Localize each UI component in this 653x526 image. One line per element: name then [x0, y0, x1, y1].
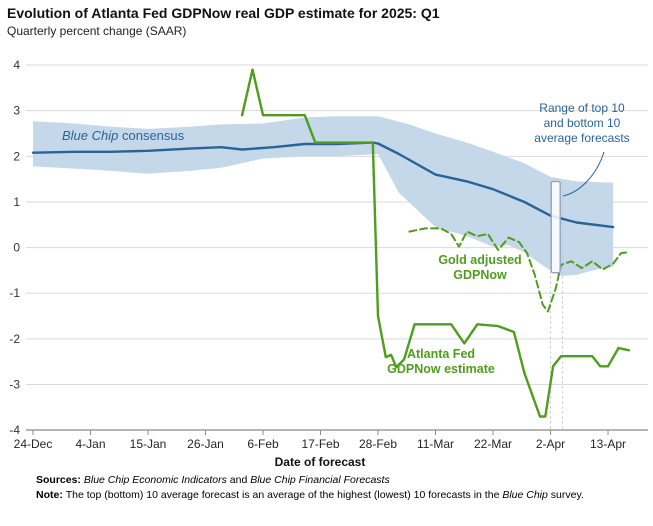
text-fragment: Sources: — [36, 474, 84, 486]
y-tick-label: -4 — [9, 423, 20, 437]
text-fragment: Blue Chip — [502, 488, 548, 501]
x-tick-label: 22-Mar — [474, 437, 512, 451]
range-leader-line — [562, 151, 605, 197]
x-tick-label: 28-Feb — [359, 437, 397, 451]
text-fragment: survey. — [547, 488, 584, 501]
annotation-gold-adjusted-gdpnow: Gold adjusted GDPNow — [438, 253, 522, 282]
x-tick-label: 4-Jan — [75, 437, 105, 451]
footnotes: Sources: Blue Chip Economic Indicators a… — [36, 474, 614, 503]
x-tick-label: 11-Mar — [417, 437, 454, 451]
x-tick-label: 2-Apr — [536, 437, 565, 451]
text-fragment: The top (bottom) 10 average forecast is … — [65, 488, 503, 501]
y-tick-label: -3 — [9, 378, 20, 392]
y-tick-label: -2 — [9, 332, 20, 346]
y-tick-label: -1 — [9, 286, 20, 300]
x-axis-title: Date of forecast — [274, 455, 366, 469]
series-gold-adjusted-gdpnow — [408, 227, 630, 313]
note-line: Note: The top (bottom) 10 average foreca… — [36, 489, 614, 503]
x-tick-label: 24-Dec — [14, 437, 53, 451]
x-tick-label: 15-Jan — [130, 437, 167, 451]
sources-line: Sources: Blue Chip Economic Indicators a… — [36, 474, 614, 488]
annotation-range-top-bottom: Range of top 10 and bottom 10 average fo… — [534, 101, 630, 145]
range-bracket — [550, 180, 561, 274]
y-tick-label: 0 — [13, 241, 20, 255]
annotation-blue-chip-consensus: Blue Chip consensus — [62, 128, 184, 143]
x-tick-label: 17-Feb — [301, 437, 339, 451]
annotation-atlanta-fed-gdpnow: Atlanta Fed GDPNow estimate — [387, 347, 495, 376]
x-tick-label: 26-Jan — [187, 437, 224, 451]
text-fragment: consensus — [118, 128, 185, 143]
text-fragment: Note: — [36, 488, 66, 501]
text-fragment: Blue Chip Economic Indicators — [83, 474, 227, 486]
chart-subtitle: Quarterly percent change (SAAR) — [7, 24, 187, 38]
text-fragment: Blue Chip Financial Forecasts — [250, 474, 390, 486]
y-tick-label: 1 — [13, 195, 20, 209]
chart-title: Evolution of Atlanta Fed GDPNow real GDP… — [7, 5, 440, 21]
text-fragment: and — [226, 474, 251, 486]
y-tick-label: 4 — [13, 58, 20, 72]
forecast-range-band — [33, 116, 614, 276]
x-tick-label: 6-Feb — [247, 437, 279, 451]
y-tick-label: 2 — [13, 149, 20, 163]
text-fragment: Blue Chip — [62, 128, 119, 143]
series-atlanta-fed-gdpnow — [240, 68, 631, 418]
y-tick-label: 3 — [13, 104, 20, 118]
x-tick-label: 13-Apr — [590, 437, 626, 451]
